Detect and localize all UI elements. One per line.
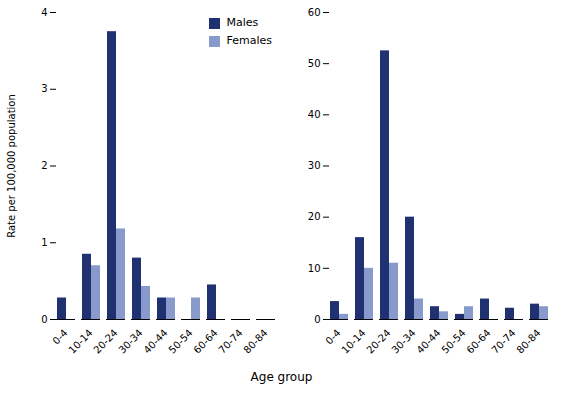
svg-text:2: 2 bbox=[41, 160, 47, 171]
svg-text:20-24: 20-24 bbox=[91, 327, 119, 355]
svg-text:4: 4 bbox=[41, 7, 47, 18]
svg-text:20: 20 bbox=[308, 211, 321, 222]
svg-text:50-54: 50-54 bbox=[439, 327, 467, 355]
svg-text:70-74: 70-74 bbox=[489, 327, 517, 355]
svg-text:0: 0 bbox=[41, 314, 47, 325]
html-text:Females: Females bbox=[226, 34, 272, 47]
svg-text:0-4: 0-4 bbox=[50, 327, 69, 346]
svg-text:30-34: 30-34 bbox=[116, 327, 144, 355]
svg-text:0: 0 bbox=[314, 314, 320, 325]
svg-text:50-54: 50-54 bbox=[166, 327, 194, 355]
svg-text:10-14: 10-14 bbox=[339, 327, 367, 355]
svg-text:1: 1 bbox=[41, 237, 47, 248]
svg-text:40-44: 40-44 bbox=[414, 327, 442, 355]
svg-text:10: 10 bbox=[308, 263, 321, 274]
html-text:Age group: Age group bbox=[250, 370, 313, 384]
html-text:Males: Males bbox=[226, 16, 259, 29]
svg-text:60-64: 60-64 bbox=[464, 327, 492, 355]
svg-text:3: 3 bbox=[41, 83, 47, 94]
svg-text:0-4: 0-4 bbox=[323, 327, 342, 346]
svg-text:40-44: 40-44 bbox=[141, 327, 169, 355]
svg-text:70-74: 70-74 bbox=[216, 327, 244, 355]
svg-text:60-64: 60-64 bbox=[191, 327, 219, 355]
svg-text:Rate per 100,000 population: Rate per 100,000 population bbox=[6, 94, 17, 238]
svg-text:50: 50 bbox=[308, 58, 321, 69]
svg-text:30-34: 30-34 bbox=[389, 327, 417, 355]
svg-text:80-84: 80-84 bbox=[241, 327, 269, 355]
svg-text:40: 40 bbox=[308, 109, 321, 120]
svg-text:80-84: 80-84 bbox=[514, 327, 542, 355]
svg-text:60: 60 bbox=[308, 7, 321, 18]
svg-text:20-24: 20-24 bbox=[364, 327, 392, 355]
svg-text:30: 30 bbox=[308, 160, 321, 171]
svg-text:10-14: 10-14 bbox=[66, 327, 94, 355]
